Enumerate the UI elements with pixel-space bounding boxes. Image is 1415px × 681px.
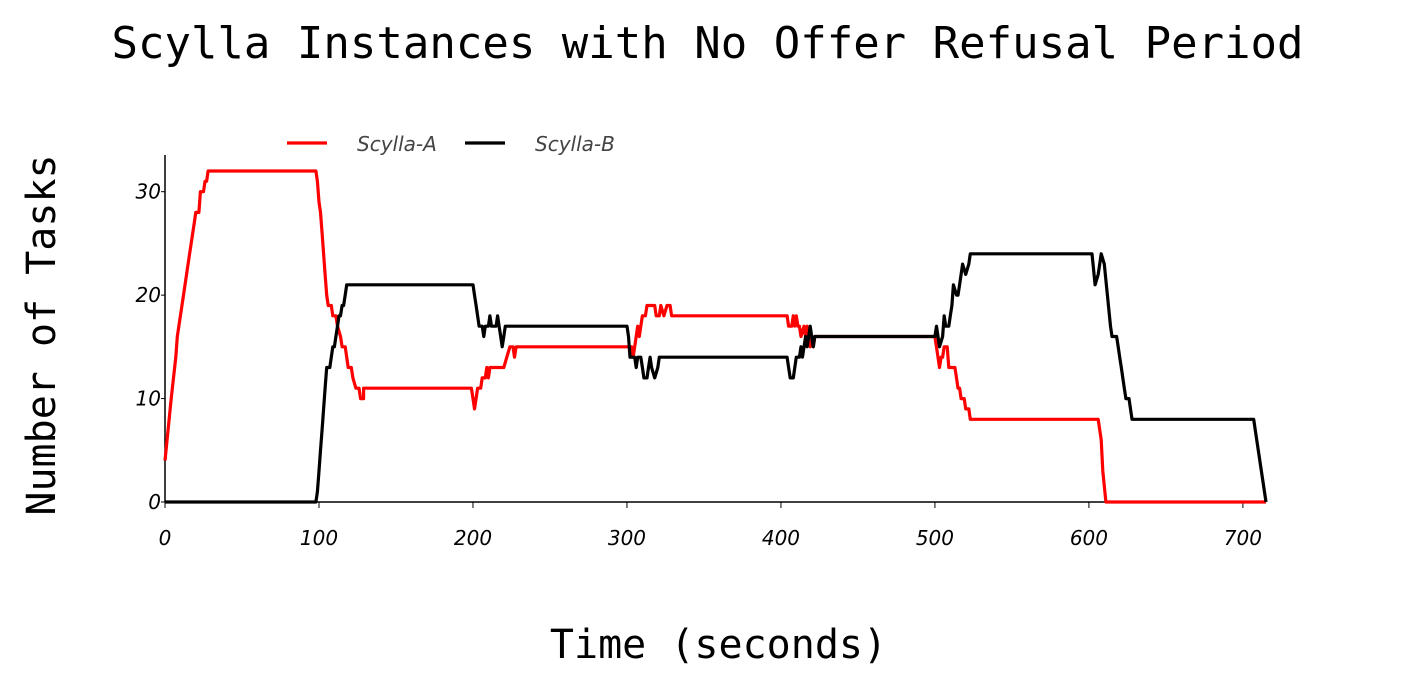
legend: Scylla-A Scylla-B — [287, 132, 615, 156]
series-line-scylla-b — [165, 252, 1268, 504]
x-tick-label: 600 — [1070, 526, 1108, 550]
series-line-scylla-a — [163, 169, 1266, 504]
y-tick-label: 10 — [136, 387, 161, 411]
x-tick-label: 500 — [916, 526, 954, 550]
x-tick-label: 400 — [762, 526, 800, 550]
x-tick-label: 200 — [454, 526, 492, 550]
y-tick-label: 0 — [148, 490, 161, 514]
x-tick-label: 100 — [300, 526, 338, 550]
x-tick-label: 300 — [608, 526, 646, 550]
axes: 0 100 200 300 400 500 600 700 0 10 20 30 — [136, 155, 1266, 550]
x-tick-label: 700 — [1224, 526, 1262, 550]
legend-label-scylla-b: Scylla-B — [535, 132, 615, 156]
legend-label-scylla-a: Scylla-A — [357, 132, 437, 156]
y-tick-label: 20 — [136, 283, 161, 307]
x-axis-title: Time (seconds) — [549, 622, 888, 668]
series-layer — [163, 169, 1268, 504]
y-tick-label: 30 — [136, 180, 161, 204]
chart-title: Scylla Instances with No Offer Refusal P… — [111, 18, 1304, 69]
x-tick-label: 0 — [159, 526, 172, 550]
